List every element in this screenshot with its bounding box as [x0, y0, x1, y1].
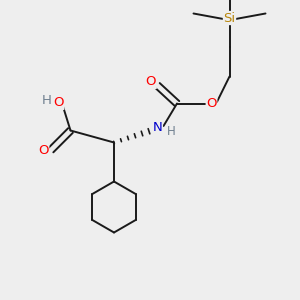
Text: H: H	[167, 125, 176, 139]
Text: O: O	[53, 96, 64, 110]
Text: O: O	[146, 75, 156, 88]
Text: O: O	[38, 143, 49, 157]
Text: N: N	[153, 121, 162, 134]
Text: H: H	[42, 94, 51, 107]
Text: Si: Si	[224, 11, 236, 25]
Text: O: O	[206, 97, 217, 110]
